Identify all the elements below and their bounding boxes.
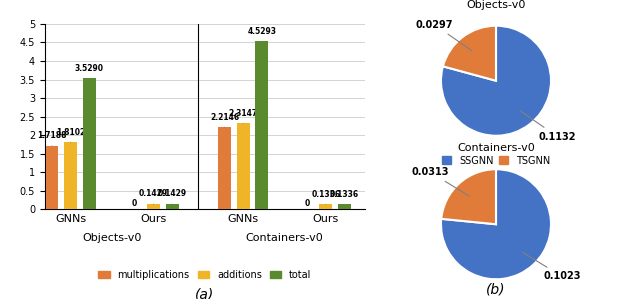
Wedge shape: [441, 169, 551, 279]
Text: 0.1429: 0.1429: [139, 190, 168, 204]
Text: 0.1336: 0.1336: [312, 190, 340, 204]
Bar: [338, 204, 351, 209]
Wedge shape: [443, 26, 496, 81]
Text: 0.1336: 0.1336: [330, 190, 359, 204]
Text: 2.2146: 2.2146: [210, 113, 239, 127]
Bar: [319, 204, 332, 209]
Bar: [237, 123, 250, 209]
Bar: [166, 204, 179, 209]
Text: 1.7188: 1.7188: [37, 131, 67, 146]
Text: 0.1023: 0.1023: [522, 252, 580, 281]
Title: Objects-v0: Objects-v0: [467, 0, 525, 10]
Wedge shape: [441, 169, 496, 224]
Text: Containers-v0: Containers-v0: [246, 234, 323, 243]
Text: (a): (a): [195, 287, 214, 299]
Text: 2.3147: 2.3147: [228, 109, 258, 123]
Legend: SSGNN, TSGNN: SSGNN, TSGNN: [438, 152, 554, 170]
Legend: multiplications, additions, total: multiplications, additions, total: [94, 266, 316, 284]
Text: 0: 0: [305, 199, 310, 208]
Text: 0: 0: [132, 199, 138, 208]
Bar: [147, 204, 160, 209]
Text: 1.8102: 1.8102: [56, 128, 85, 142]
Text: 0.0297: 0.0297: [416, 20, 472, 51]
Bar: [64, 142, 77, 209]
Bar: [255, 41, 268, 209]
Text: 0.0313: 0.0313: [412, 167, 470, 196]
Legend: SSGNN, TSGNN: SSGNN, TSGNN: [438, 295, 554, 299]
Title: Containers-v0: Containers-v0: [457, 143, 535, 153]
Text: 0.1132: 0.1132: [520, 111, 576, 142]
Wedge shape: [441, 26, 551, 136]
Bar: [83, 78, 96, 209]
Text: 4.5293: 4.5293: [248, 27, 276, 41]
Text: 3.5290: 3.5290: [75, 64, 104, 78]
Bar: [218, 127, 231, 209]
Text: 0.1429: 0.1429: [157, 190, 187, 204]
Bar: [45, 146, 58, 209]
Text: (b): (b): [486, 282, 506, 296]
Text: Objects-v0: Objects-v0: [83, 234, 141, 243]
